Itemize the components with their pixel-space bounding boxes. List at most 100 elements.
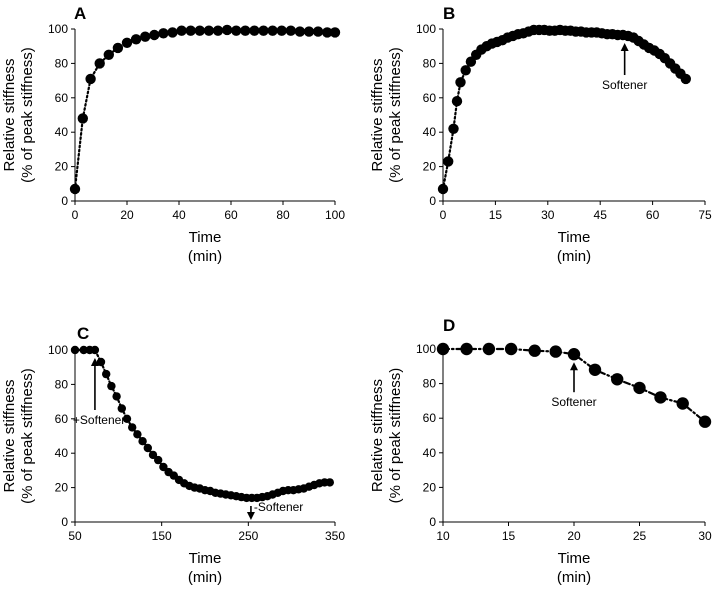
data-point <box>267 25 278 36</box>
panel-c: 0 20 40 60 80 100 50 150 250 350 Time (min) Relative… <box>1 324 345 586</box>
panel-a: 0 20 40 60 80 100 0 20 40 60 80 100 Time (min) Relativ… <box>1 4 345 265</box>
data-point <box>633 381 646 395</box>
panel-b: 0 20 40 60 80 100 0 15 30 45 60 75 Time (min) Relative… <box>369 4 712 265</box>
y-tick-label: 20 <box>55 481 69 495</box>
x-tick-label: 0 <box>72 208 79 222</box>
y-tick-label: 20 <box>423 480 437 494</box>
y-tick-label: 60 <box>423 411 437 425</box>
x-tick-label: 45 <box>594 208 608 222</box>
data-point <box>676 397 689 410</box>
data-point <box>240 25 251 36</box>
y-tick-label: 0 <box>61 194 68 208</box>
data-point <box>96 357 106 367</box>
data-point <box>460 342 473 356</box>
y-axis-unit: (% of peak stiffness) <box>387 368 404 504</box>
arrow-up-icon <box>90 358 99 366</box>
data-point <box>143 443 152 453</box>
y-tick-label: 0 <box>429 194 436 208</box>
data-point <box>138 437 147 446</box>
y-axis-unit: (% of peak stiffness) <box>19 368 36 504</box>
panel-d: 0 20 40 60 80 100 10 15 20 25 30 Time (min) Relative … <box>369 316 712 586</box>
x-tick-label: 30 <box>541 208 555 222</box>
y-tick-label: 0 <box>429 515 436 529</box>
y-tick-label: 60 <box>423 91 437 105</box>
data-point <box>329 27 341 38</box>
y-axis-title: Relative stiffness <box>369 58 386 171</box>
data-point <box>117 404 127 413</box>
annotation: Softener <box>602 43 647 92</box>
x-axis-title: Time <box>189 229 222 246</box>
data-point <box>455 77 466 88</box>
x-axis-title: Time <box>558 229 591 246</box>
data-point <box>312 26 324 37</box>
x-tick-label: 20 <box>120 208 134 222</box>
annotation: -Softener <box>246 500 303 520</box>
data-point <box>203 25 215 36</box>
data-point <box>443 156 454 167</box>
data-point <box>698 415 712 428</box>
data-point <box>448 123 459 134</box>
data-point <box>90 345 100 355</box>
x-tick-label: 60 <box>646 208 660 222</box>
y-tick-label: 20 <box>55 160 69 174</box>
panel-label: C <box>77 324 89 343</box>
data-point <box>437 183 449 195</box>
x-axis-title: Time <box>558 550 591 567</box>
x-tick-label: 25 <box>633 529 647 543</box>
arrow-down-icon <box>246 512 255 520</box>
data-point <box>285 25 296 36</box>
data-point <box>322 27 333 38</box>
y-tick-label: 40 <box>55 125 69 139</box>
data-point <box>159 462 168 472</box>
x-tick-label: 15 <box>502 529 516 543</box>
panel-label: D <box>443 316 455 335</box>
y-axis-title: Relative stiffness <box>369 379 386 492</box>
y-tick-label: 100 <box>48 22 68 36</box>
y-axis-unit: (% of peak stiffness) <box>19 47 36 183</box>
y-tick-label: 100 <box>48 343 68 357</box>
x-tick-label: 250 <box>238 529 258 543</box>
data-point <box>294 26 306 37</box>
x-tick-label: 20 <box>567 529 581 543</box>
x-tick-label: 0 <box>440 208 447 222</box>
data-point <box>654 391 667 404</box>
data-point <box>103 49 115 60</box>
y-tick-label: 40 <box>55 446 69 460</box>
data-point <box>249 25 260 36</box>
data-point <box>504 342 518 356</box>
data-point <box>121 37 133 48</box>
y-tick-label: 40 <box>423 446 437 460</box>
y-tick-label: 80 <box>55 377 69 391</box>
annotation-label: -Softener <box>254 500 303 514</box>
data-point <box>77 113 89 124</box>
data-point <box>460 65 471 76</box>
x-axis-unit: (min) <box>557 569 591 586</box>
x-axis-unit: (min) <box>557 248 591 265</box>
annotation-label: Softener <box>551 395 596 409</box>
data-point <box>69 183 81 195</box>
annotation-label: Softener <box>602 78 647 92</box>
y-axis-title: Relative stiffness <box>1 379 18 492</box>
data-point <box>451 96 463 107</box>
x-tick-label: 30 <box>698 529 712 543</box>
y-axis-unit: (% of peak stiffness) <box>387 47 404 183</box>
x-tick-label: 10 <box>436 529 450 543</box>
x-tick-label: 80 <box>276 208 290 222</box>
y-tick-label: 100 <box>416 22 436 36</box>
y-tick-label: 60 <box>55 91 69 105</box>
data-point <box>112 42 124 54</box>
y-tick-label: 40 <box>423 125 437 139</box>
x-tick-label: 75 <box>698 208 712 222</box>
data-point <box>221 24 233 36</box>
annotation: Softener <box>551 362 597 409</box>
x-tick-label: 50 <box>68 529 82 543</box>
y-tick-label: 80 <box>423 56 437 70</box>
data-point <box>549 345 562 358</box>
data-point <box>133 430 142 439</box>
data-point <box>107 381 116 391</box>
x-axis-unit: (min) <box>188 569 222 586</box>
data-point <box>70 345 80 355</box>
data-point <box>140 31 151 42</box>
x-tick-label: 15 <box>489 208 503 222</box>
